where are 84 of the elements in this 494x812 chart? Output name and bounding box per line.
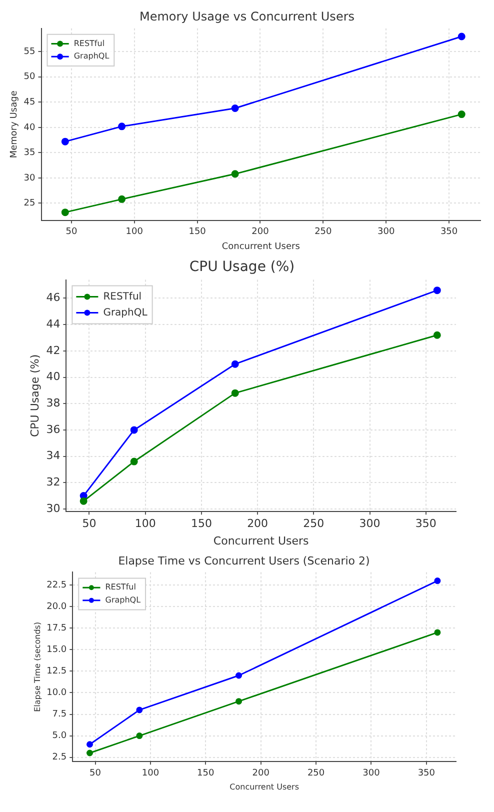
legend-label: GraphQL: [105, 595, 142, 604]
x-tick-label: 100: [134, 517, 156, 530]
point: [231, 104, 239, 112]
legend-label: RESTful: [105, 582, 136, 592]
x-axis-title: Concurrent Users: [230, 782, 299, 792]
legend-label: RESTful: [74, 38, 105, 48]
point: [86, 741, 93, 748]
y-tick-label: 22.5: [46, 580, 67, 590]
y-tick-label: 5.0: [52, 731, 67, 742]
x-tick-label: 350: [418, 768, 436, 778]
x-tick-label: 350: [415, 517, 436, 530]
x-tick-label: 250: [307, 768, 325, 778]
point: [433, 331, 441, 339]
point: [231, 360, 239, 368]
y-tick-label: 30: [24, 173, 36, 184]
y-tick-label: 17.5: [46, 624, 67, 634]
y-tick-label: 20.0: [46, 602, 67, 612]
x-axis-title: Concurrent Users: [222, 242, 300, 252]
point: [236, 698, 242, 705]
y-tick-label: 45: [24, 98, 36, 108]
y-tick-label: 42: [46, 344, 60, 357]
y-tick-label: 34: [46, 449, 60, 462]
legend-label: RESTful: [103, 291, 142, 302]
y-tick-label: 15.0: [46, 645, 67, 656]
x-tick-label: 50: [90, 768, 102, 778]
x-tick-label: 150: [197, 768, 215, 778]
x-tick-label: 100: [126, 227, 144, 238]
y-tick-label: 36: [46, 422, 60, 436]
point: [433, 286, 441, 294]
point: [434, 578, 441, 584]
point: [458, 32, 466, 40]
point: [130, 458, 138, 466]
x-tick-label: 150: [190, 517, 212, 530]
y-axis-title: CPU Usage (%): [28, 354, 42, 438]
y-tick-label: 44: [46, 317, 60, 330]
point: [80, 497, 88, 505]
y-tick-label: 7.5: [52, 710, 67, 720]
x-tick-label: 50: [66, 227, 78, 238]
x-tick-label: 350: [440, 227, 458, 238]
x-axis-title: Concurrent Users: [213, 534, 310, 548]
y-tick-label: 12.5: [46, 666, 67, 677]
point: [458, 110, 466, 118]
point: [118, 122, 126, 130]
y-tick-label: 32: [46, 475, 60, 488]
x-tick-label: 200: [252, 768, 270, 778]
x-tick-label: 100: [142, 768, 160, 778]
chart-title: CPU Usage (%): [189, 259, 295, 276]
point: [231, 389, 239, 397]
y-tick-label: 55: [24, 46, 36, 57]
y-tick-label: 30: [46, 502, 60, 515]
x-tick-label: 250: [303, 517, 324, 530]
legend-label: GraphQL: [74, 52, 110, 61]
point: [136, 732, 143, 740]
point: [231, 170, 239, 178]
y-axis-title: Elapse Time (seconds): [32, 622, 42, 712]
x-tick-label: 250: [314, 227, 332, 238]
point: [61, 138, 69, 146]
y-axis-title: Memory Usage: [10, 90, 20, 158]
y-tick-label: 38: [46, 396, 60, 410]
y-tick-label: 40: [46, 370, 60, 384]
point: [86, 750, 93, 756]
point: [236, 672, 242, 679]
chart-title: Memory Usage vs Concurrent Users: [139, 9, 355, 24]
y-tick-label: 46: [46, 291, 60, 304]
point: [434, 629, 441, 636]
point: [130, 426, 138, 434]
point: [61, 208, 69, 216]
x-tick-label: 300: [362, 768, 380, 778]
point: [118, 195, 126, 203]
x-tick-label: 50: [82, 517, 96, 530]
y-tick-label: 35: [24, 148, 36, 158]
y-tick-label: 10.0: [46, 688, 67, 698]
legend-label: GraphQL: [103, 307, 148, 318]
chart-title: Elapse Time vs Concurrent Users (Scenario 2): [118, 554, 370, 568]
x-tick-label: 200: [252, 227, 270, 238]
x-tick-label: 300: [359, 517, 380, 530]
y-tick-label: 40: [24, 122, 36, 133]
y-tick-label: 50: [24, 72, 36, 82]
point: [136, 706, 143, 714]
x-tick-label: 300: [378, 227, 395, 238]
x-tick-label: 200: [247, 517, 268, 530]
y-tick-label: 25: [24, 198, 36, 209]
y-tick-label: 2.5: [52, 752, 67, 763]
x-tick-label: 150: [188, 227, 206, 238]
